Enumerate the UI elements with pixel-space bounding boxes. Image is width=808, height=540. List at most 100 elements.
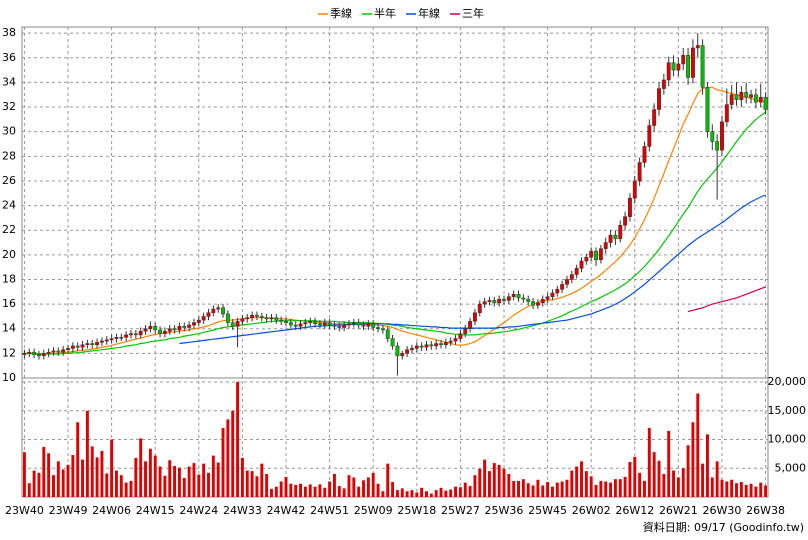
volume-bar bbox=[119, 475, 123, 497]
volume-bar bbox=[483, 459, 487, 497]
candle-body bbox=[458, 333, 463, 339]
x-tick-label: 25W27 bbox=[441, 504, 480, 517]
volume-bar bbox=[667, 430, 671, 497]
volume-bar bbox=[701, 463, 705, 497]
volume-bar bbox=[371, 472, 375, 497]
volume-bar bbox=[129, 480, 133, 497]
candle-body bbox=[27, 351, 32, 354]
volume-bar bbox=[110, 439, 114, 497]
candle-body bbox=[361, 324, 366, 327]
volume-bar bbox=[502, 468, 506, 497]
candle-body bbox=[676, 63, 681, 71]
volume-bar bbox=[507, 474, 511, 497]
candle-body bbox=[598, 248, 603, 261]
y-tick-label: 34 bbox=[2, 75, 16, 88]
y2-tick-label: 20,000 bbox=[768, 375, 807, 388]
volume-bar bbox=[100, 451, 104, 497]
volume-bar bbox=[381, 491, 385, 497]
volume-bar bbox=[32, 470, 36, 497]
candle-body bbox=[429, 344, 434, 347]
candle-body bbox=[225, 313, 230, 323]
volume-bar bbox=[425, 491, 428, 497]
x-tick-label: 25W45 bbox=[528, 504, 567, 517]
candle-body bbox=[206, 312, 211, 317]
candle-body bbox=[647, 125, 652, 147]
volume-bar bbox=[633, 456, 637, 497]
candle-body bbox=[201, 316, 206, 321]
volume-bar bbox=[207, 472, 210, 497]
volume-bar bbox=[604, 481, 608, 497]
volume-bar bbox=[662, 474, 666, 497]
volume-bar bbox=[284, 476, 288, 497]
volume-bar bbox=[245, 470, 249, 497]
candle-body bbox=[192, 322, 196, 326]
candle-body bbox=[681, 55, 686, 65]
candle-body bbox=[763, 96, 768, 110]
volume-bar bbox=[42, 446, 46, 497]
volume-bar bbox=[124, 482, 128, 497]
volume-bar bbox=[158, 466, 162, 497]
source-note: 資料日期: 09/17 (Goodinfo.tw) bbox=[643, 520, 804, 534]
volume-bar bbox=[764, 485, 768, 497]
candle-body bbox=[221, 307, 225, 315]
candle-body bbox=[51, 350, 56, 353]
volume-bar bbox=[177, 467, 181, 497]
x-tick-label: 24W42 bbox=[267, 504, 306, 517]
candle-body bbox=[153, 326, 158, 331]
candle-body bbox=[531, 301, 536, 306]
volume-bar bbox=[337, 486, 341, 497]
candle-body bbox=[666, 62, 671, 81]
volume-bar bbox=[546, 482, 550, 497]
candle-body bbox=[90, 343, 95, 345]
candle-body bbox=[623, 216, 628, 226]
volume-bar bbox=[294, 484, 298, 497]
candle-body bbox=[138, 330, 143, 336]
candle-body bbox=[390, 338, 395, 347]
volume-bar bbox=[279, 481, 283, 497]
volume-bar bbox=[274, 486, 278, 497]
volume-bar bbox=[265, 474, 269, 497]
candle-body bbox=[686, 55, 691, 78]
candle-body bbox=[196, 319, 201, 323]
volume-bar bbox=[37, 472, 41, 497]
candle-body bbox=[211, 308, 216, 313]
candle-body bbox=[366, 323, 371, 327]
volume-bar bbox=[468, 486, 472, 497]
candle-body bbox=[351, 322, 356, 325]
candle-body bbox=[632, 180, 637, 199]
candle-body bbox=[322, 322, 327, 326]
candle-body bbox=[511, 294, 516, 297]
x-tick-label: 24W33 bbox=[223, 504, 262, 517]
volume-bar bbox=[623, 476, 627, 497]
volume-bar bbox=[439, 487, 443, 497]
candle-body bbox=[729, 94, 734, 105]
volume-bar bbox=[76, 422, 80, 497]
candle-body bbox=[550, 292, 555, 297]
candle-body bbox=[124, 334, 129, 338]
candle-body bbox=[114, 337, 119, 339]
volume-bar bbox=[153, 455, 157, 497]
candle-body bbox=[119, 337, 124, 339]
legend-label: 季線 bbox=[330, 6, 352, 20]
candle-body bbox=[758, 96, 763, 103]
volume-bar bbox=[754, 486, 758, 497]
y2-tick-label: 15,000 bbox=[768, 404, 807, 417]
volume-bar bbox=[270, 488, 273, 497]
volume-bar bbox=[759, 482, 763, 497]
volume-bar bbox=[497, 464, 501, 497]
volume-bar bbox=[202, 463, 206, 497]
candle-body bbox=[594, 250, 598, 261]
candle-body bbox=[279, 319, 284, 322]
volume-bar bbox=[652, 452, 656, 497]
candle-body bbox=[264, 317, 269, 320]
volume-bar bbox=[517, 480, 520, 497]
volume-bar bbox=[148, 448, 152, 497]
volume-bar bbox=[332, 474, 336, 497]
candle-body bbox=[187, 324, 192, 328]
candle-body bbox=[235, 321, 240, 327]
volume-bar bbox=[211, 455, 215, 497]
candle-body bbox=[608, 234, 613, 243]
volume-bar bbox=[434, 490, 438, 497]
